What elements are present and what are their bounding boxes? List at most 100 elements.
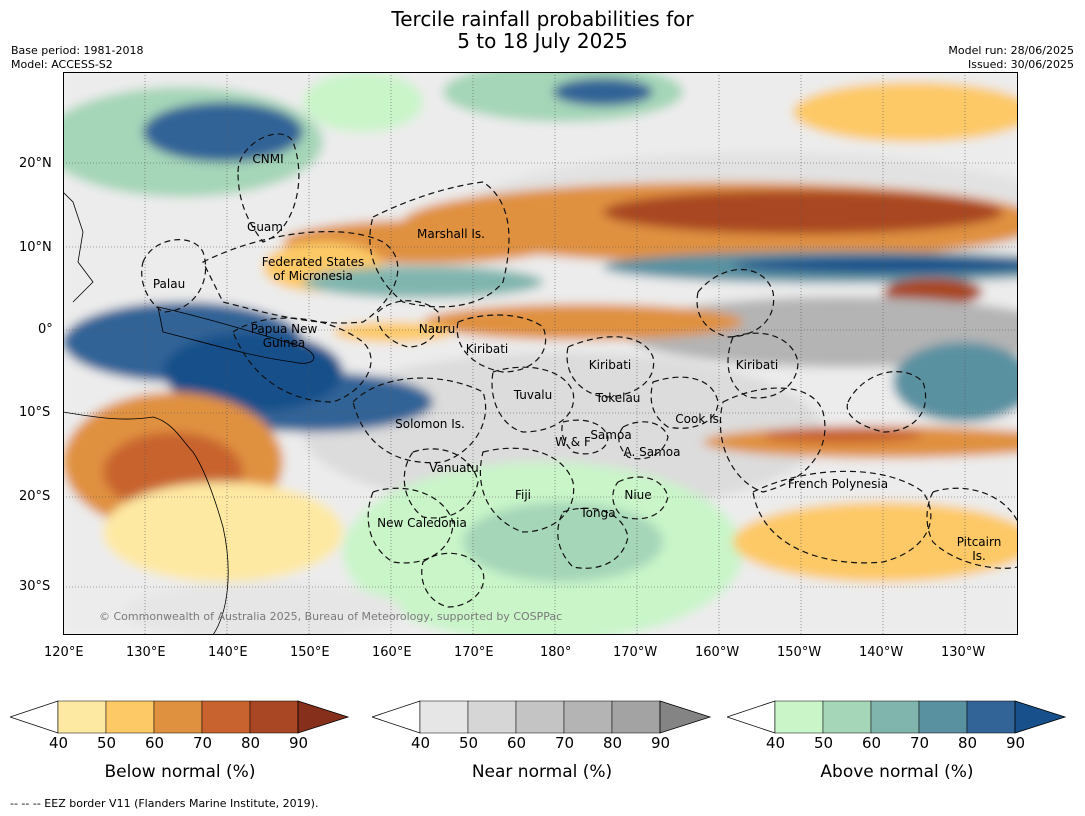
label-wf: W & F <box>555 435 591 449</box>
cb-above-tick-3: 70 <box>910 734 930 752</box>
lat-tick-2: 0° <box>38 322 53 337</box>
colorbar-above-bar <box>725 700 1067 734</box>
region-label-line: Tuvalu <box>513 388 553 402</box>
region-label-line: Kiribati <box>466 342 508 356</box>
cb-above-tick-1: 50 <box>814 734 834 752</box>
map-title: Tercile rainfall probabilities for 5 to … <box>0 8 1085 52</box>
label-fsm: Federated States of Micronesia <box>262 255 364 283</box>
lon-tick-3: 150°E <box>290 645 330 660</box>
colorbar-above: 40 50 60 70 80 90 Above normal (%) <box>725 700 1067 790</box>
cb-near-tick-2: 60 <box>507 734 527 752</box>
region-label-line: Niue <box>624 488 651 502</box>
lon-tick-10: 140°W <box>859 645 904 660</box>
label-asamoa: A. Samoa <box>624 445 681 459</box>
graticule <box>63 72 1018 635</box>
region-label-line: Kiribati <box>736 358 778 372</box>
region-labels: CNMI Guam Palau Federated States of Micro… <box>153 152 1001 563</box>
region-label-line: French Polynesia <box>788 477 888 491</box>
region-label-line: Pitcairn <box>957 535 1002 549</box>
rainfall-map: CNMI Guam Palau Federated States of Micro… <box>63 72 1018 635</box>
cb-near-tick-0: 40 <box>411 734 431 752</box>
label-kiribati-west: Kiribati <box>466 342 508 356</box>
cb-above-tick-5: 90 <box>1006 734 1026 752</box>
region-label-line: Palau <box>153 277 185 291</box>
colorbar-near-bar <box>370 700 712 734</box>
cb-below-tick-5: 90 <box>289 734 309 752</box>
region-label-line: Guinea <box>263 336 306 350</box>
lat-tick-3: 10°S <box>19 405 51 420</box>
probability-fields <box>63 72 1018 635</box>
lon-tick-4: 160°E <box>372 645 412 660</box>
label-cook: Cook Is. <box>675 412 722 426</box>
label-new-caledonia: New Caledonia <box>377 516 467 530</box>
label-tuvalu: Tuvalu <box>513 388 553 402</box>
region-label-line: CNMI <box>252 152 283 166</box>
label-vanuatu: Vanuatu <box>429 461 479 475</box>
lon-tick-9: 150°W <box>777 645 822 660</box>
lon-tick-8: 160°W <box>695 645 740 660</box>
region-label-line: A. Samoa <box>624 445 681 459</box>
eez-border-note: -- -- -- EEZ border V11 (Flanders Marine… <box>10 797 319 810</box>
cb-below-tick-0: 40 <box>49 734 69 752</box>
region-label-line: Nauru <box>419 322 455 336</box>
region-label-line: Tokelau <box>595 391 641 405</box>
region-label-line: Guam <box>247 220 283 234</box>
label-cnmi: CNMI <box>252 152 283 166</box>
lon-tick-1: 130°E <box>126 645 166 660</box>
region-label-line: Federated States <box>262 255 364 269</box>
region-label-line: Samoa <box>590 428 631 442</box>
region-label-line: W & F <box>555 435 591 449</box>
label-guam: Guam <box>247 220 283 234</box>
lon-tick-0: 120°E <box>44 645 84 660</box>
cb-above-title: Above normal (%) <box>820 762 974 782</box>
label-tonga: Tonga <box>579 506 615 520</box>
model-run-text: Model run: 28/06/2025 <box>948 44 1074 57</box>
cb-below-tick-2: 60 <box>145 734 165 752</box>
region-label-line: of Micronesia <box>273 269 353 283</box>
lon-tick-2: 140°E <box>208 645 248 660</box>
region-label-line: Papua New <box>251 322 318 336</box>
model-text: Model: ACCESS-S2 <box>11 58 113 71</box>
colorbar-below: 40 50 60 70 80 90 Below normal (%) <box>8 700 350 790</box>
coastlines <box>63 191 315 635</box>
region-label-line: Marshall Is. <box>417 227 485 241</box>
label-french-polynesia: French Polynesia <box>788 477 888 491</box>
region-label-line: New Caledonia <box>377 516 467 530</box>
lat-tick-5: 30°S <box>19 579 51 594</box>
cb-above-tick-4: 80 <box>958 734 978 752</box>
cb-below-tick-4: 80 <box>241 734 261 752</box>
lon-tick-6: 180° <box>540 645 572 660</box>
region-label-line: Solomon Is. <box>395 417 465 431</box>
label-pitcairn: Pitcairn Is. <box>957 535 1002 563</box>
cb-near-tick-5: 90 <box>651 734 671 752</box>
label-nauru: Nauru <box>419 322 455 336</box>
lat-tick-1: 10°N <box>19 240 52 255</box>
label-niue: Niue <box>624 488 651 502</box>
lat-tick-0: 20°N <box>19 156 52 171</box>
eez-borders <box>141 133 1018 608</box>
copyright-text: © Commonwealth of Australia 2025, Bureau… <box>99 610 562 623</box>
meta-right: Model run: 28/06/2025 Issued: 30/06/2025 <box>948 44 1074 72</box>
base-period-text: Base period: 1981-2018 <box>11 44 144 57</box>
cb-below-tick-3: 70 <box>193 734 213 752</box>
lon-tick-7: 170°W <box>613 645 658 660</box>
region-label-line: Kiribati <box>589 358 631 372</box>
label-solomon: Solomon Is. <box>395 417 465 431</box>
label-kiribati-east: Kiribati <box>736 358 778 372</box>
meta-left: Base period: 1981-2018 Model: ACCESS-S2 <box>11 44 143 72</box>
map-border <box>63 72 1018 635</box>
lon-tick-5: 170°E <box>454 645 494 660</box>
title-line-1: Tercile rainfall probabilities for <box>391 7 694 31</box>
title-line-2: 5 to 18 July 2025 <box>457 29 628 53</box>
region-label-line: Vanuatu <box>429 461 479 475</box>
label-png: Papua New Guinea <box>251 322 318 350</box>
cb-above-tick-2: 60 <box>862 734 882 752</box>
cb-near-title: Near normal (%) <box>471 762 613 782</box>
lon-tick-11: 130°W <box>941 645 986 660</box>
cb-near-tick-4: 80 <box>603 734 623 752</box>
label-kiribati-central: Kiribati <box>589 358 631 372</box>
cb-near-tick-1: 50 <box>459 734 479 752</box>
cb-below-title: Below normal (%) <box>104 762 256 782</box>
region-label-line: Is. <box>972 549 986 563</box>
region-label-line: Tonga <box>579 506 615 520</box>
